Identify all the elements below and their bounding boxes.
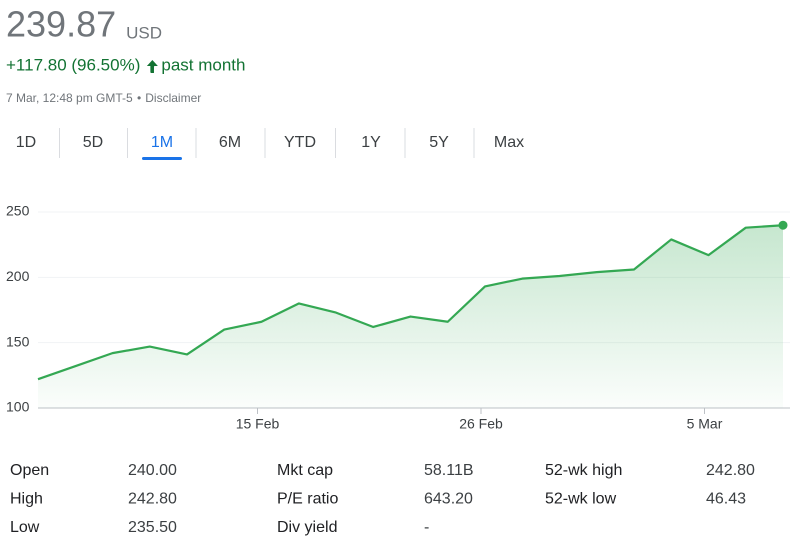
stat-label: Div yield (277, 519, 337, 536)
tab[interactable]: YTD (284, 134, 316, 151)
currency: USD (126, 23, 162, 42)
tab[interactable]: 1Y (361, 134, 381, 151)
period: past month (161, 55, 245, 74)
tab-underline (142, 157, 182, 160)
stat-label: High (10, 491, 43, 508)
stat-label: 52-wk low (545, 491, 617, 508)
stat-value: 235.50 (128, 519, 177, 536)
tab[interactable]: 5D (83, 134, 103, 151)
price-line (37, 224, 784, 381)
stat-value: 58.11B (424, 462, 474, 479)
tab[interactable]: 1M (151, 134, 173, 151)
y-tick-label: 150 (6, 333, 30, 349)
stat-value: 242.80 (128, 491, 177, 508)
price-change: +117.80 (96.50%) (6, 55, 140, 74)
stat-label: Mkt cap (277, 462, 333, 479)
range-tabs: 1D 5D 1M 6M YTD 1Y 5Y Max (16, 128, 524, 160)
stat-value: 240.00 (128, 462, 177, 479)
stat-value: 46.43 (706, 491, 746, 508)
x-tick-label: 15 Feb (236, 416, 280, 432)
stat-label: Low (10, 519, 40, 536)
price: 239.87 (6, 4, 116, 45)
stat-value: - (424, 519, 429, 536)
x-tick-label: 5 Mar (687, 416, 723, 432)
price-chart: 100 150 200 250 15 Feb 26 Feb 5 Mar (6, 203, 790, 432)
x-tick-label: 26 Feb (459, 416, 503, 432)
tab[interactable]: 6M (219, 134, 241, 151)
timestamp: 7 Mar, 12:48 pm GMT-5 (6, 91, 133, 105)
y-tick-label: 100 (6, 399, 30, 415)
tab[interactable]: 1D (16, 134, 36, 151)
stat-label: Open (10, 462, 49, 479)
stats-table: Open 240.00 Mkt cap 58.11B 52-wk high 242.80 H… (10, 462, 755, 536)
up-arrow-icon (146, 60, 158, 73)
disclaimer-link[interactable]: Disclaimer (145, 91, 201, 105)
separator: • (137, 91, 141, 105)
tab[interactable]: Max (494, 134, 524, 151)
stat-value: 643.20 (424, 491, 473, 508)
last-point (778, 220, 788, 230)
tab[interactable]: 5Y (429, 134, 449, 151)
stat-label: 52-wk high (545, 462, 622, 479)
y-tick-label: 200 (6, 268, 30, 284)
stat-label: P/E ratio (277, 491, 338, 508)
y-tick-label: 250 (6, 203, 30, 219)
stat-value: 242.80 (706, 462, 755, 479)
